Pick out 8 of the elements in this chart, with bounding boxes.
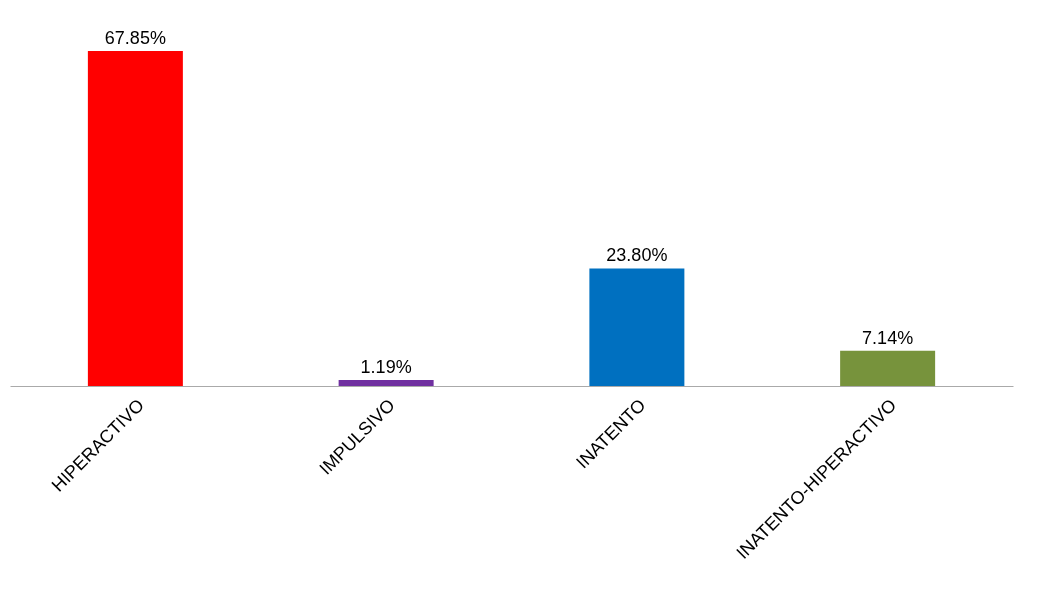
bar: [840, 350, 936, 386]
bar: [589, 268, 685, 386]
data-label: 1.19%: [360, 357, 412, 378]
data-label: 23.80%: [606, 245, 668, 266]
bar: [338, 380, 434, 386]
bar: [87, 51, 183, 386]
data-label: 67.85%: [104, 28, 166, 48]
data-label: 7.14%: [862, 327, 914, 348]
